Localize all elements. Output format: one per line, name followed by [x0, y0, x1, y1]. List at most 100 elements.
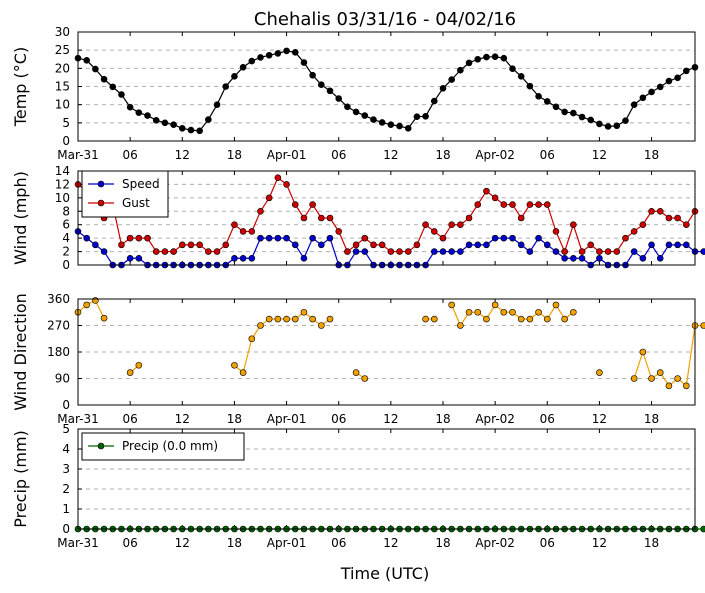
- data-point: [448, 221, 455, 229]
- x-tick-label: 12: [592, 536, 607, 550]
- data-point: [683, 241, 690, 249]
- x-tick-label: 12: [383, 536, 398, 550]
- data-point: [291, 201, 299, 208]
- data-point: [483, 315, 490, 323]
- data-point: [265, 51, 273, 59]
- data-point: [291, 241, 299, 249]
- data-point: [239, 369, 247, 376]
- data-point: [509, 308, 516, 316]
- panel-2: 0 90 180 270 360 Wind Direction Mar-31 06 12 18 Ap…: [11, 292, 705, 426]
- data-point: [639, 221, 647, 229]
- data-point: [596, 254, 603, 262]
- x-axis-label: Time (UTC): [340, 564, 429, 583]
- data-point: [700, 248, 705, 255]
- data-point: [430, 315, 438, 323]
- data-point: [344, 103, 351, 111]
- data-point: [92, 241, 99, 249]
- data-point: [205, 116, 212, 123]
- data-point: [604, 123, 612, 130]
- data-point: [126, 234, 134, 242]
- data-point: [613, 122, 621, 130]
- data-point: [639, 94, 647, 102]
- y-tick-label: 0: [62, 134, 70, 148]
- data-point: [318, 81, 325, 88]
- data-point: [596, 120, 603, 128]
- x-tick-label: Apr-02: [475, 148, 515, 162]
- data-point: [126, 369, 134, 376]
- data-point: [361, 112, 369, 119]
- x-tick-label: 06: [540, 148, 555, 162]
- data-point: [483, 241, 490, 249]
- x-tick-label: 18: [435, 536, 450, 550]
- data-point: [257, 322, 264, 329]
- data-point: [361, 248, 369, 255]
- data-point: [178, 124, 186, 132]
- data-point: [92, 297, 99, 304]
- data-point: [578, 254, 586, 262]
- data-point: [665, 382, 673, 390]
- data-point: [387, 121, 395, 128]
- y-tick-label: 3: [62, 462, 70, 476]
- y-tick-label: 30: [55, 25, 70, 39]
- data-point: [100, 314, 108, 322]
- data-point: [517, 241, 525, 249]
- data-point: [665, 77, 673, 85]
- data-point: [578, 113, 586, 121]
- data-point: [187, 241, 195, 249]
- data-point: [648, 241, 655, 249]
- data-point: [474, 241, 482, 249]
- data-point: [187, 126, 195, 134]
- data-point: [318, 241, 325, 249]
- series-segment: [242, 338, 253, 373]
- data-point: [517, 73, 525, 80]
- data-point: [500, 201, 508, 208]
- data-point: [596, 248, 603, 255]
- data-point: [309, 71, 316, 79]
- x-tick-label: Apr-01: [267, 148, 307, 162]
- data-point: [265, 315, 273, 323]
- data-point: [205, 248, 212, 255]
- data-point: [465, 59, 473, 67]
- data-point: [700, 525, 705, 533]
- data-point: [257, 207, 264, 215]
- data-point: [535, 308, 542, 316]
- data-point: [274, 234, 282, 242]
- data-point: [152, 248, 160, 255]
- data-point: [265, 194, 273, 202]
- data-point: [674, 74, 681, 82]
- x-tick-label: Apr-02: [475, 536, 515, 550]
- x-tick-label: 12: [592, 148, 607, 162]
- data-point: [291, 49, 299, 56]
- data-point: [656, 207, 664, 215]
- y-tick-label: 8: [62, 204, 70, 218]
- data-point: [361, 234, 369, 242]
- data-point: [144, 112, 151, 119]
- y-tick-label: 12: [55, 177, 70, 191]
- data-point: [404, 248, 412, 255]
- x-tick-label: Apr-01: [267, 536, 307, 550]
- data-point: [222, 83, 230, 90]
- x-tick-label: 12: [592, 412, 607, 426]
- data-point: [178, 241, 186, 249]
- data-point: [622, 234, 629, 242]
- data-point: [656, 83, 664, 91]
- data-point: [430, 228, 438, 235]
- x-tick-label: 12: [175, 148, 190, 162]
- data-point: [326, 315, 334, 323]
- y-tick-label: 0: [62, 398, 70, 412]
- data-point: [604, 248, 612, 255]
- series-line: [77, 176, 696, 254]
- legend-marker: [97, 442, 105, 450]
- series-segment: [633, 351, 644, 379]
- y-tick-label: 4: [62, 231, 70, 245]
- data-point: [300, 59, 308, 66]
- x-tick-label: 18: [435, 412, 450, 426]
- series-p0-0: [74, 47, 699, 135]
- data-point: [457, 322, 464, 329]
- data-point: [570, 109, 577, 117]
- data-point: [300, 254, 308, 262]
- x-tick-label: Apr-01: [267, 412, 307, 426]
- data-point: [509, 65, 516, 72]
- data-point: [430, 97, 438, 105]
